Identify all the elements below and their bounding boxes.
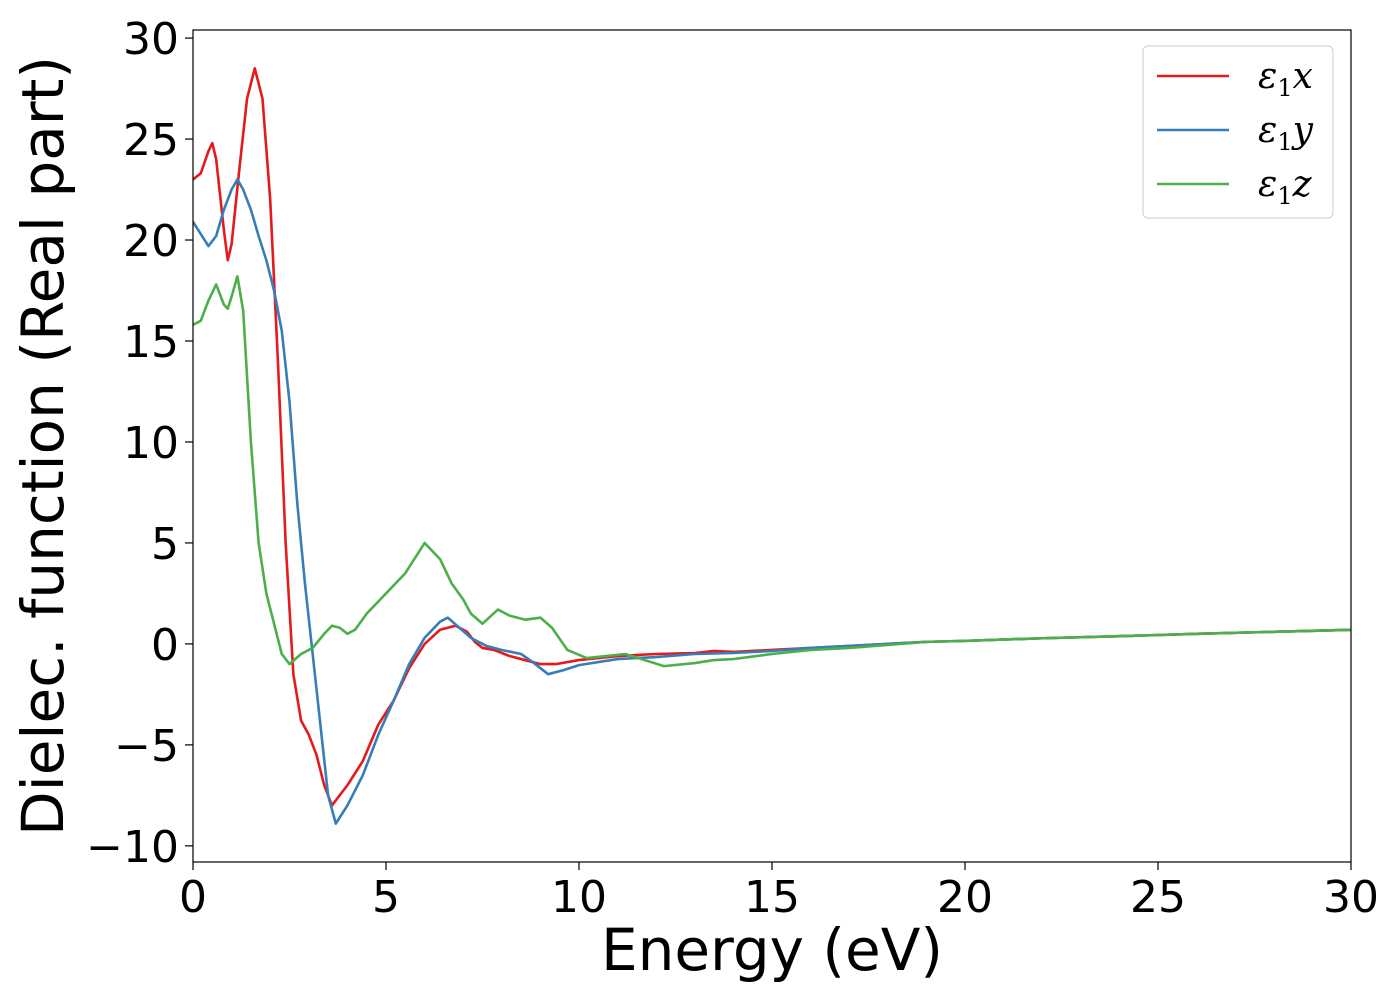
- y-axis: −10 −5 0 5 10 15 20 25 30: [86, 14, 193, 873]
- legend-label-y: ε1y: [1258, 110, 1314, 156]
- legend-label-z: ε1z: [1258, 164, 1313, 210]
- y-tick-label: 15: [123, 317, 179, 368]
- x-tick-label: 5: [372, 872, 400, 923]
- y-tick-label: 30: [123, 14, 179, 65]
- series-line-z: [193, 275, 1351, 668]
- legend: ε1x ε1y ε1z: [1142, 45, 1334, 219]
- y-tick-label: −10: [86, 822, 179, 873]
- y-tick-label: 10: [123, 418, 179, 469]
- x-tick-label: 25: [1130, 872, 1186, 923]
- legend-box: [1142, 45, 1334, 219]
- y-tick-label: −5: [114, 721, 179, 772]
- x-tick-label: 20: [937, 872, 993, 923]
- y-tick-label: 5: [151, 519, 179, 570]
- y-axis-label: Dielec. function (Real part): [9, 56, 77, 836]
- x-tick-label: 0: [179, 872, 207, 923]
- x-axis-label: Energy (eV): [601, 916, 943, 984]
- x-tick-label: 10: [551, 872, 607, 923]
- legend-label-x: ε1x: [1258, 56, 1313, 102]
- y-tick-label: 0: [151, 620, 179, 671]
- series-line-y: [193, 178, 1351, 825]
- x-tick-label: 30: [1323, 872, 1379, 923]
- x-tick-label: 15: [744, 872, 800, 923]
- series-layer: [193, 67, 1351, 825]
- x-axis: 0 5 10 15 20 25 30: [179, 862, 1379, 923]
- y-tick-label: 25: [123, 115, 179, 166]
- y-tick-label: 20: [123, 216, 179, 267]
